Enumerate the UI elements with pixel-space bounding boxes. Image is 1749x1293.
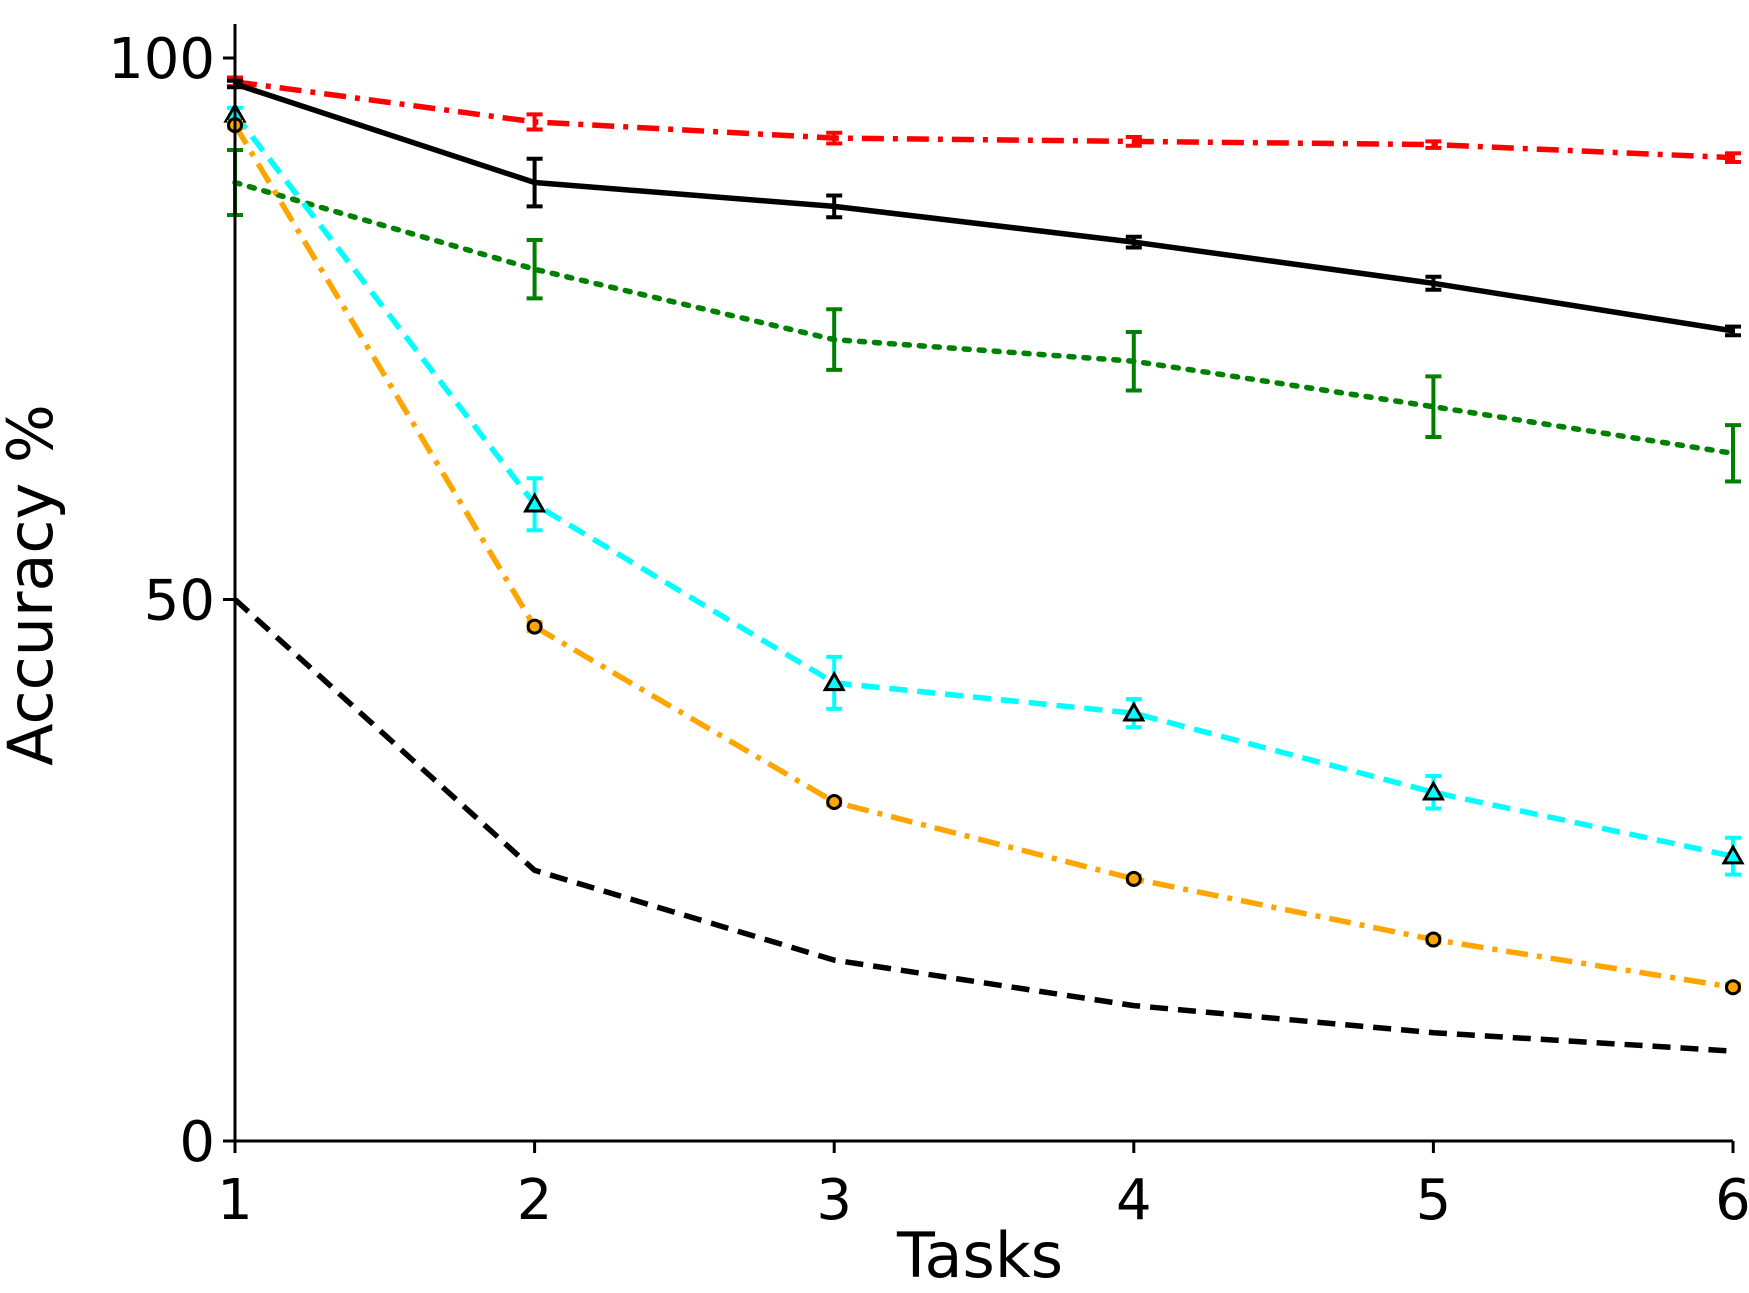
series-6-line: [233, 597, 1734, 1054]
data-point: [822, 670, 846, 692]
series-1: [227, 75, 1741, 164]
series-3-line: [232, 179, 1736, 457]
series-4: [223, 102, 1745, 877]
data-point: [826, 794, 843, 811]
series-3: [227, 148, 1741, 484]
x-tick-label: 2: [517, 1168, 553, 1233]
series-2: [227, 78, 1741, 338]
series-5: [227, 117, 1741, 996]
data-point: [1122, 701, 1146, 722]
x-tick-label: 6: [1715, 1168, 1749, 1233]
plot-area: [223, 75, 1745, 1054]
data-point: [1421, 780, 1445, 801]
series-5-line: [232, 123, 1734, 990]
data-point: [1125, 870, 1142, 887]
series-6: [233, 597, 1734, 1054]
x-tick-label: 3: [816, 1168, 852, 1233]
y-tick-label: 100: [108, 27, 215, 92]
x-tick-label: 5: [1416, 1168, 1452, 1233]
y-axis-label: Accuracy %: [0, 404, 67, 766]
x-tick-label: 1: [217, 1168, 253, 1233]
series-1-line: [234, 79, 1734, 161]
x-tick-label: 4: [1116, 1168, 1152, 1233]
data-point: [523, 492, 547, 513]
data-point: [1725, 979, 1741, 996]
y-tick-label: 0: [179, 1110, 215, 1175]
data-point: [526, 618, 543, 635]
data-point: [1721, 844, 1745, 865]
series-4-line: [232, 112, 1734, 859]
axes: 1 2 3 4 5 6 0 50 100: [108, 24, 1749, 1233]
data-point: [1425, 931, 1442, 948]
y-tick-label: 50: [144, 569, 215, 634]
series-2-line: [234, 81, 1734, 334]
x-axis-label: Tasks: [896, 1219, 1063, 1292]
